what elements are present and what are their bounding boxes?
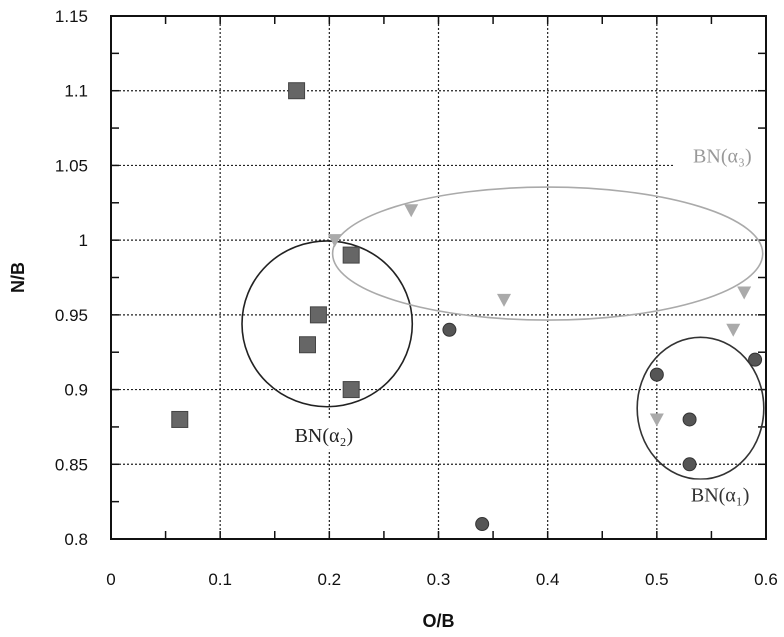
square-point: [288, 82, 306, 100]
y-tick-label: 1.15: [55, 7, 88, 26]
circle-point: [649, 367, 664, 382]
circle-point: [682, 412, 697, 427]
annotation-label: BN(α₂): [295, 425, 354, 447]
annotation-background: [275, 419, 372, 450]
y-tick-label: 0.85: [55, 455, 88, 474]
x-tick-label: 0.5: [645, 570, 669, 589]
y-tick-label: 0.9: [64, 381, 88, 400]
square-point: [299, 336, 316, 354]
x-tick-label: 0.1: [208, 570, 232, 589]
circle-point: [748, 352, 763, 367]
circle-point: [475, 517, 490, 532]
group-ellipses: [241, 186, 765, 481]
triangle-point: [737, 286, 752, 300]
data-points: [171, 82, 763, 532]
tick-labels: 0 0.1 0.2 0.3 0.4 0.5 0.6 0.8 0.85 0.9 0.95 1 1.05 1.…: [55, 7, 778, 589]
circle-point: [682, 457, 697, 472]
y-tick-label: 0.95: [55, 306, 88, 325]
triangle-point: [497, 293, 511, 307]
circle-point: [442, 322, 457, 337]
y-tick-label: 1.05: [55, 156, 88, 175]
x-tick-label: 0.6: [754, 570, 778, 589]
group-ellipse: [636, 336, 765, 481]
y-tick-label: 1: [79, 231, 88, 250]
plot-area-frame: [110, 15, 767, 540]
gridlines: [110, 15, 767, 540]
annotation-label: BN(α₃): [693, 145, 752, 167]
group-ellipse: [241, 240, 414, 408]
annotation-background: [672, 479, 769, 510]
triangle-point: [726, 323, 741, 337]
square-point: [342, 381, 360, 399]
y-tick-label: 1.1: [64, 82, 88, 101]
triangle-point: [649, 413, 664, 427]
square-point: [342, 246, 360, 264]
annotation-background: [674, 140, 771, 171]
x-tick-label: 0.4: [536, 570, 560, 589]
annotation-label: BN(α₁): [691, 485, 750, 507]
annotations: BN(α₂) BN(α₃) BN(α₁): [275, 140, 771, 510]
triangle-point: [404, 204, 419, 218]
x-tick-label: 0.2: [318, 570, 342, 589]
group-ellipse: [331, 186, 764, 321]
square-point: [171, 410, 189, 428]
y-tick-label: 0.8: [64, 530, 88, 549]
x-tick-label: 0.3: [427, 570, 451, 589]
x-tick-label: 0: [106, 570, 115, 589]
y-axis-title: N/B: [8, 262, 28, 293]
square-point: [309, 306, 327, 324]
triangle-point: [327, 234, 342, 248]
x-axis-title: O/B: [422, 611, 454, 631]
